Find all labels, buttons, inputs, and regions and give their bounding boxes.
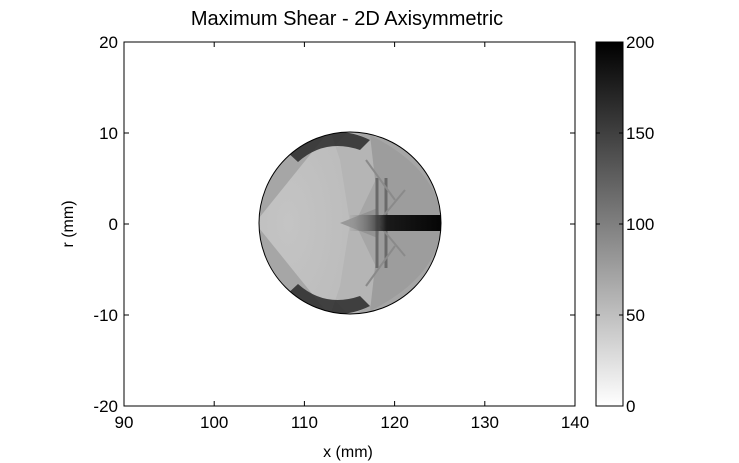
y-tick-label: -20 xyxy=(93,397,118,416)
x-axis-title: x (mm) xyxy=(323,444,373,461)
colorbar-tick-label: 0 xyxy=(626,397,635,416)
colorbar-tick-label: 100 xyxy=(626,215,654,234)
x-tick-label: 110 xyxy=(291,413,318,432)
x-tick-label: 90 xyxy=(115,413,134,432)
x-tick-label: 100 xyxy=(200,413,228,432)
heatmap-field xyxy=(259,132,441,314)
colorbar-tick-label: 150 xyxy=(626,124,654,143)
x-axis: 90 100 110 120 130 140 xyxy=(115,42,589,432)
y-tick-label: 10 xyxy=(99,124,118,143)
x-tick-label: 130 xyxy=(471,413,499,432)
y-axis-title: r (mm) xyxy=(60,200,77,247)
specimen-outline xyxy=(258,131,442,315)
colorbar-tick-label: 200 xyxy=(626,33,654,52)
colorbar xyxy=(595,41,624,407)
x-tick-label: 140 xyxy=(561,413,589,432)
y-tick-label: 20 xyxy=(99,33,118,52)
x-tick-label: 120 xyxy=(380,413,408,432)
chart-title: Maximum Shear - 2D Axisymmetric xyxy=(191,8,503,30)
colorbar-tick-label: 50 xyxy=(626,306,645,325)
y-tick-label: -10 xyxy=(93,306,118,325)
colorbar-ticks: 200 150 100 50 0 xyxy=(596,33,654,416)
y-axis: 20 10 0 -10 -20 xyxy=(93,33,575,416)
y-tick-label: 0 xyxy=(109,215,118,234)
